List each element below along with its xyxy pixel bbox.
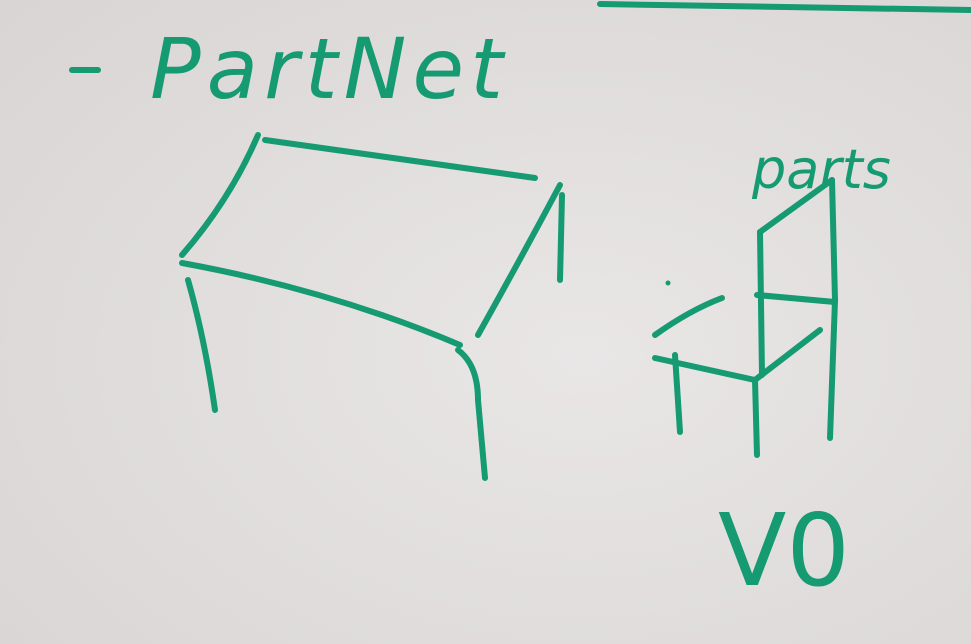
title: PartNet (150, 20, 509, 118)
chair-sketch (652, 177, 838, 458)
board-edge-mark (597, 1, 971, 13)
caption: V0 (718, 492, 850, 609)
table-sketch (179, 132, 565, 481)
